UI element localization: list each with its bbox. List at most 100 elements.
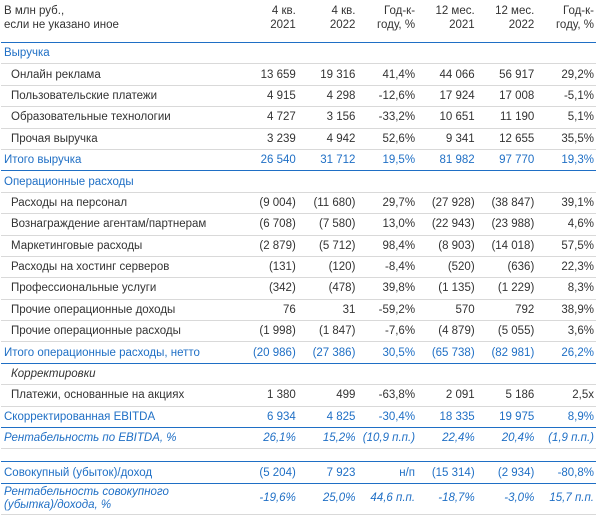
table-cell-value: 35,5% <box>536 128 596 150</box>
table-cell-value: 3 239 <box>238 128 298 150</box>
table-cell-value: 12 655 <box>476 128 537 150</box>
table-cell-value: -7,6% <box>357 320 418 343</box>
table-cell-value: (6 708) <box>238 213 298 236</box>
table-cell-value: -19,6% <box>238 483 298 515</box>
table-cell-value: 13,0% <box>357 213 418 236</box>
row-label: Профессиональные услуги <box>1 277 239 300</box>
header-col-q4-2021: 4 кв. 2021 <box>238 0 298 43</box>
table-cell-value: 4 942 <box>297 128 358 150</box>
row-label: Образовательные технологии <box>1 106 239 129</box>
table-cell-value: 39,1% <box>536 192 596 215</box>
header-units-label: В млн руб., если не указано иное <box>1 0 239 43</box>
table-cell-value: (342) <box>238 277 298 300</box>
table-cell-value: н/п <box>357 461 418 484</box>
table-cell-value: 5 186 <box>476 384 537 407</box>
table-cell-value <box>238 42 298 65</box>
table-cell-value: (1,9 п.п.) <box>536 427 596 450</box>
row-label: Итого выручка <box>1 149 239 172</box>
table-cell-value: 4 915 <box>238 85 298 108</box>
table-row: Вознаграждение агентам/партнерам (6 708)… <box>1 213 596 236</box>
table-cell-value: 2,5x <box>536 384 596 407</box>
table-cell-value: 98,4% <box>357 235 418 257</box>
table-cell-value: 11 190 <box>476 106 537 129</box>
table-cell-value: (5 055) <box>476 320 537 343</box>
table-cell-value <box>357 363 418 386</box>
total-row-comprehensive: Совокупный (убыток)/доход (5 204) 7 923 н/… <box>1 461 596 484</box>
table-cell-value: 20,4% <box>476 427 537 450</box>
table-cell-value: (10,9 п.п.) <box>357 427 418 450</box>
total-row-opex: Итого операционные расходы, нетто (20 98… <box>1 341 596 364</box>
table-row: Расходы на хостинг серверов (131) (120) -8… <box>1 256 596 279</box>
table-row: Образовательные технологии 4 727 3 156 -33… <box>1 106 596 129</box>
table-row: Прочие операционные расходы (1 998) (1 84… <box>1 320 596 343</box>
table-cell-value: (131) <box>238 256 298 279</box>
row-label: Прочие операционные доходы <box>1 299 239 322</box>
table-cell-value: (636) <box>476 256 537 279</box>
row-label: Совокупный (убыток)/доход <box>1 461 239 484</box>
total-row-ebitda: Скорректированная EBITDA 6 934 4 825 -30,4… <box>1 405 596 429</box>
section-row-adjustments: Корректировки <box>1 363 596 386</box>
table-cell-value <box>417 170 477 193</box>
table-row: Расходы на персонал (9 004) (11 680) 29,7%… <box>1 192 596 215</box>
table-cell-value: -59,2% <box>357 299 418 322</box>
table-cell-value <box>536 42 596 65</box>
margin-row-ebitda: Рентабельность по EBITDA, % 26,1% 15,2% (1… <box>1 427 596 450</box>
table-row: Пользовательские платежи 4 915 4 298 -12,6… <box>1 85 596 108</box>
table-cell-value: 17 924 <box>417 85 477 108</box>
header-col-yoy-q: Год-к-году, % <box>357 0 418 43</box>
table-cell-value: 44 066 <box>417 63 477 86</box>
table-cell-value: (20 986) <box>238 341 298 364</box>
table-cell-value: (11 680) <box>297 192 358 215</box>
table-cell-value <box>476 170 537 193</box>
table-cell-value: 9 341 <box>417 128 477 150</box>
row-label: Рентабельность по EBITDA, % <box>1 427 239 450</box>
row-label: Расходы на персонал <box>1 192 239 215</box>
table-row: Прочая выручка 3 239 4 942 52,6% 9 341 12 65… <box>1 128 596 150</box>
table-row: Платежи, основанные на акциях 1 380 499 -6… <box>1 384 596 407</box>
table-cell-value <box>417 363 477 386</box>
table-cell-value: 38,9% <box>536 299 596 322</box>
table-cell-value: 76 <box>238 299 298 322</box>
row-label: Расходы на хостинг серверов <box>1 256 239 279</box>
table-cell-value: 81 982 <box>417 149 477 172</box>
table-cell-value: (82 981) <box>476 341 537 364</box>
table-cell-value: 13 659 <box>238 63 298 86</box>
table-cell-value: 15,7 п.п. <box>536 483 596 515</box>
table-cell-value: 19 975 <box>476 405 537 429</box>
table-cell-value: -30,4% <box>357 405 418 429</box>
table-cell-value: 17 008 <box>476 85 537 108</box>
table-cell-value: 22,3% <box>536 256 596 279</box>
table-cell-value: 10 651 <box>417 106 477 129</box>
table-cell-value: 57,5% <box>536 235 596 257</box>
table-cell-value <box>238 363 298 386</box>
table-cell-value: 31 <box>297 299 358 322</box>
table-cell-value: 26,1% <box>238 427 298 450</box>
table-cell-value: (1 135) <box>417 277 477 300</box>
table-cell-value: (1 229) <box>476 277 537 300</box>
row-label: Вознаграждение агентам/партнерам <box>1 213 239 236</box>
table-cell-value: (23 988) <box>476 213 537 236</box>
table-row: Прочие операционные доходы 76 31 -59,2% 570… <box>1 299 596 322</box>
table-cell-value: (38 847) <box>476 192 537 215</box>
table-cell-value: 19,3% <box>536 149 596 172</box>
row-label: Итого операционные расходы, нетто <box>1 341 239 364</box>
table-cell-value: 39,8% <box>357 277 418 300</box>
table-cell-value: 4 298 <box>297 85 358 108</box>
table-cell-value: 29,7% <box>357 192 418 215</box>
table-cell-value: 97 770 <box>476 149 537 172</box>
table-cell-value: (22 943) <box>417 213 477 236</box>
row-label: Онлайн реклама <box>1 63 239 86</box>
table-cell-value: 8,3% <box>536 277 596 300</box>
table-cell-value: 7 923 <box>297 461 358 484</box>
row-label: Операционные расходы <box>1 170 239 193</box>
table-cell-value: (9 004) <box>238 192 298 215</box>
table-cell-value: 56 917 <box>476 63 537 86</box>
header-units-line2: если не указано иное <box>4 19 119 31</box>
table-cell-value: (520) <box>417 256 477 279</box>
table-cell-value: 570 <box>417 299 477 322</box>
table-cell-value: -18,7% <box>417 483 477 515</box>
table-cell-value: 6 934 <box>238 405 298 429</box>
row-label: Маркетинговые расходы <box>1 235 239 257</box>
total-row-revenue: Итого выручка 26 540 31 712 19,5% 81 982 97 … <box>1 149 596 172</box>
